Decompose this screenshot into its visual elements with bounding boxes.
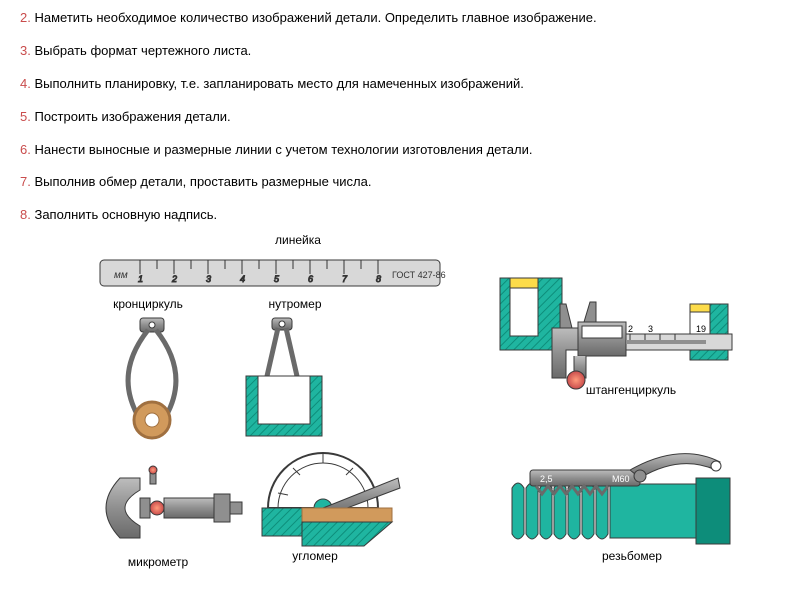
step-num: 2. [20,10,31,25]
caliper-out-icon [128,318,176,438]
svg-text:2: 2 [171,274,177,284]
step-text: Выбрать формат чертежного листа. [34,43,251,58]
svg-text:4: 4 [240,274,245,284]
step-6: 6. Нанести выносные и размерные линии с … [20,142,780,159]
step-text: Наметить необходимое количество изображе… [34,10,596,25]
step-num: 8. [20,207,31,222]
step-text: Построить изображения детали. [34,109,230,124]
svg-text:2: 2 [628,324,633,334]
step-4: 4. Выполнить планировку, т.е. запланиров… [20,76,780,93]
steps-list: 2. Наметить необходимое количество изобр… [0,0,800,224]
step-text: Заполнить основную надпись. [34,207,217,222]
svg-text:19: 19 [696,324,706,334]
protractor-icon [262,453,400,546]
step-5: 5. Построить изображения детали. [20,109,780,126]
step-num: 6. [20,142,31,157]
svg-text:1: 1 [138,274,143,284]
svg-text:M60: M60 [612,474,630,484]
caliper-in-icon [246,318,322,436]
step-8: 8. Заполнить основную надпись. [20,207,780,224]
ruler-icon: мм 123 456 78 ГОСТ 427-86 [100,260,446,286]
step-num: 3. [20,43,31,58]
svg-text:8: 8 [376,274,381,284]
thread-gauge-icon: 2,5 M60 [512,454,730,544]
ruler-gost-text: ГОСТ 427-86 [392,270,446,280]
svg-text:6: 6 [308,274,313,284]
ruler-mm-text: мм [114,270,128,281]
vernier-icon: 2 3 19 [500,278,732,389]
step-text: Выполнить планировку, т.е. запланировать… [34,76,523,91]
step-text: Выполнив обмер детали, проставить размер… [34,174,371,189]
step-7: 7. Выполнив обмер детали, проставить раз… [20,174,780,191]
step-2: 2. Наметить необходимое количество изобр… [20,10,780,27]
step-num: 5. [20,109,31,124]
svg-text:3: 3 [206,274,211,284]
micrometer-icon [106,466,242,538]
tools-diagram: линейка кронциркуль нутромер штангенцирк… [0,238,800,598]
step-num: 7. [20,174,31,189]
tools-svg: мм 123 456 78 ГОСТ 427-86 [0,238,800,598]
step-3: 3. Выбрать формат чертежного листа. [20,43,780,60]
svg-text:3: 3 [648,324,653,334]
step-num: 4. [20,76,31,91]
step-text: Нанести выносные и размерные линии с уче… [34,142,532,157]
svg-text:2,5: 2,5 [540,474,553,484]
